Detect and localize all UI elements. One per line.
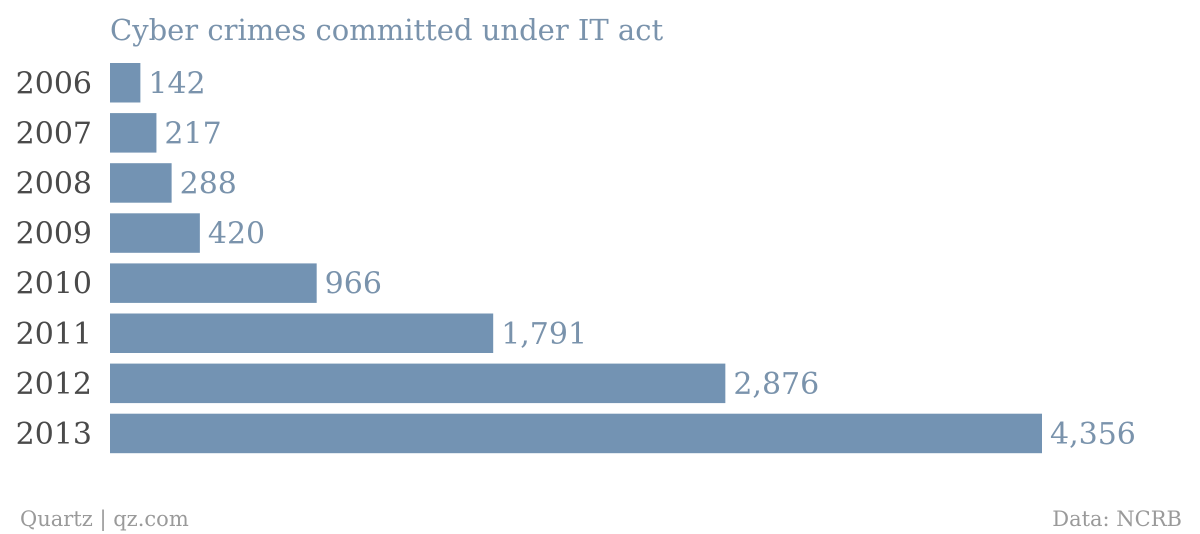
value-label-2008: 288	[180, 166, 237, 201]
footer-source: Data: NCRB	[1052, 507, 1182, 531]
value-label-2013: 4,356	[1050, 417, 1136, 452]
chart-title: Cyber crimes committed under IT act	[110, 13, 663, 47]
y-tick-label-2006: 2006	[16, 66, 92, 101]
bar-2007	[110, 113, 157, 153]
value-label-2011: 1,791	[501, 317, 587, 352]
y-axis-tick-labels: 2006 2007 2008 2009 2010 2011 2012 2013	[16, 66, 92, 452]
y-tick-label-2008: 2008	[16, 166, 92, 201]
bar-2006	[110, 63, 141, 103]
value-label-2012: 2,876	[733, 367, 819, 402]
bars-group	[110, 63, 1042, 454]
y-tick-label-2007: 2007	[16, 116, 92, 151]
bar-2009	[110, 213, 200, 253]
value-label-2009: 420	[208, 217, 265, 252]
y-tick-label-2011: 2011	[16, 317, 92, 352]
bar-2008	[110, 163, 172, 203]
footer-credit: Quartz | qz.com	[20, 507, 189, 532]
bar-2010	[110, 263, 317, 303]
value-label-2007: 217	[164, 116, 221, 151]
bar-2011	[110, 313, 494, 353]
value-labels: 142 217 288 420 966 1,791 2,876 4,356	[148, 66, 1136, 452]
bar-2012	[110, 363, 726, 404]
value-label-2010: 966	[325, 267, 382, 302]
y-tick-label-2010: 2010	[16, 267, 92, 302]
value-label-2006: 142	[148, 66, 205, 101]
y-tick-label-2012: 2012	[16, 367, 92, 402]
y-tick-label-2013: 2013	[16, 417, 92, 452]
bar-2013	[110, 413, 1042, 454]
y-tick-label-2009: 2009	[16, 217, 92, 252]
